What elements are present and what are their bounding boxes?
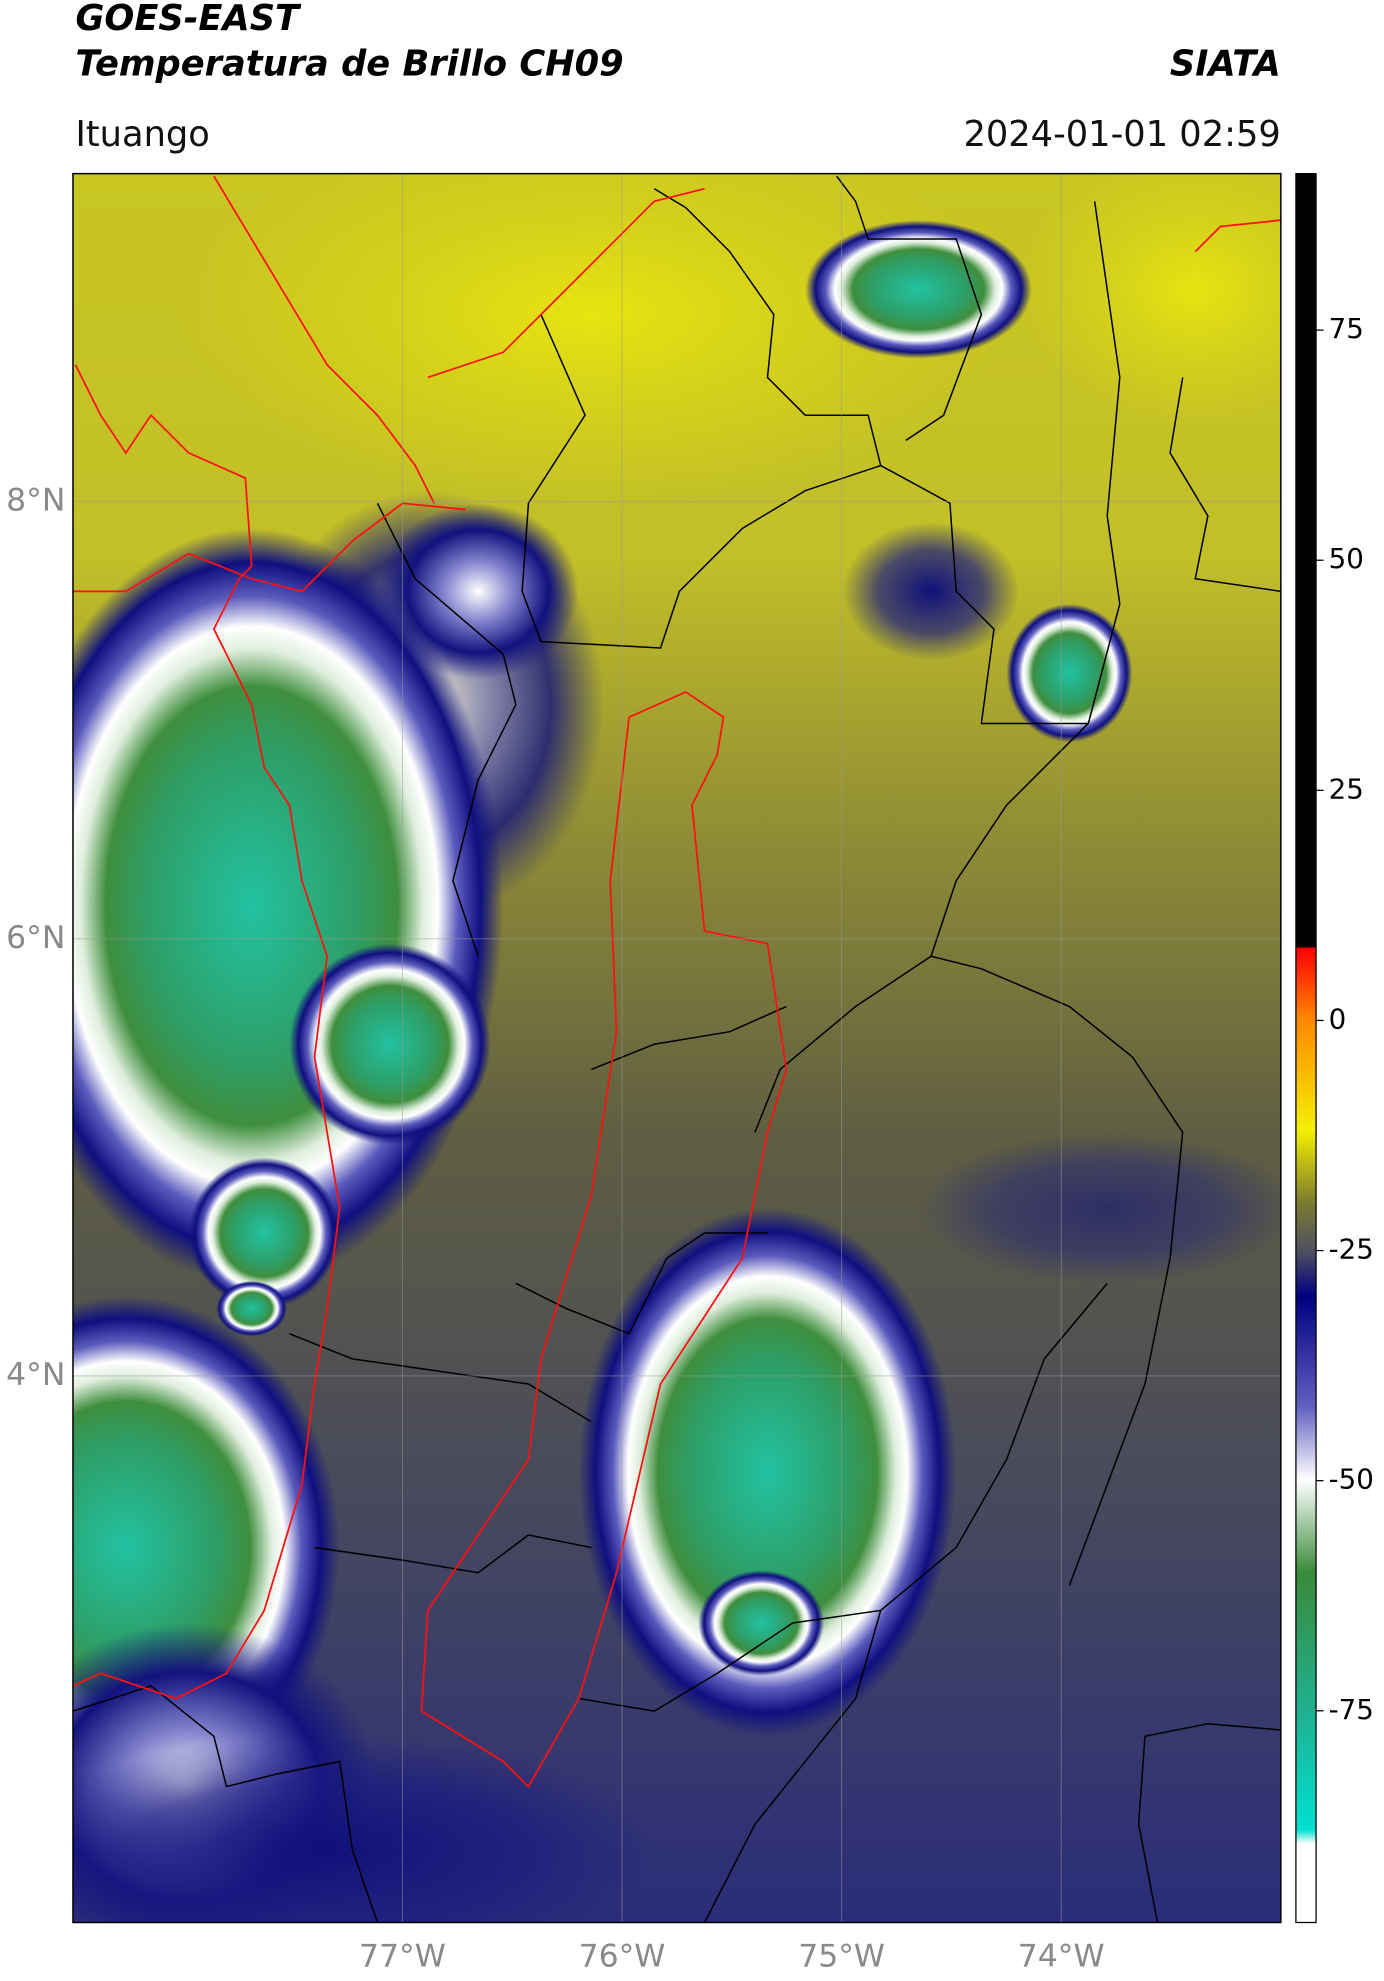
x-tick-label: 76°W <box>579 1939 666 1975</box>
storm-cell <box>805 220 1032 359</box>
border-line <box>591 1005 787 1071</box>
borders <box>72 175 1281 1923</box>
colorbar-tick-label: 75 <box>1329 312 1364 345</box>
border-line <box>1169 377 1281 593</box>
brand: SIATA <box>1170 43 1281 84</box>
colorbar-tick-label: 50 <box>1329 542 1364 575</box>
border-line <box>836 175 983 441</box>
cloud-area <box>377 503 579 680</box>
warm-area <box>176 173 1007 504</box>
border-line <box>314 1534 592 1574</box>
map-image <box>72 173 1281 1923</box>
border-line <box>703 1610 882 1923</box>
colorbar-tick-label: -25 <box>1329 1233 1374 1266</box>
plot-frame <box>72 172 1282 1924</box>
datetime: 2024-01-01 02:59 <box>963 114 1280 155</box>
colorbar-tick-label: 0 <box>1329 1002 1347 1035</box>
cloud-area <box>72 1736 655 1923</box>
border-line <box>653 188 882 466</box>
warm-area <box>1019 173 1281 428</box>
y-tick-label: 4°N <box>6 1357 65 1393</box>
border-line <box>289 1332 592 1423</box>
region-outline <box>420 690 788 1789</box>
colorbar <box>1295 172 1317 1924</box>
border-line <box>578 1622 794 1712</box>
border-line <box>376 502 517 957</box>
storm-cell <box>188 1157 340 1309</box>
x-tick-label: 74°W <box>1018 1939 1105 1975</box>
colorbar-tick-label: 25 <box>1329 772 1364 805</box>
coastline <box>1194 219 1281 253</box>
border-line <box>1144 1722 1281 1738</box>
x-tick-label: 77°W <box>359 1939 446 1975</box>
ticks: 77°W 76°W 75°W 74°W 8°N 6°N 4°N -75 -50 -25 0 25 50 7… <box>6 312 1374 1975</box>
storm-cell <box>216 1280 287 1337</box>
storm-cell <box>289 943 491 1145</box>
location: Ituango <box>75 114 209 155</box>
subtitle: Temperatura de Brillo CH09 <box>75 43 623 84</box>
border-line <box>930 955 1184 1586</box>
colorbar-tick-label: -75 <box>1329 1693 1374 1726</box>
border-line <box>1137 1736 1159 1923</box>
coastline <box>427 187 705 379</box>
y-tick-label: 6°N <box>6 920 65 956</box>
y-tick-label: 8°N <box>6 483 65 519</box>
x-tick-label: 75°W <box>798 1939 885 1975</box>
grid <box>72 173 1281 1923</box>
coastline <box>72 364 341 1700</box>
title: GOES-EAST <box>75 0 302 39</box>
cloud-area <box>842 522 1020 661</box>
border-line <box>792 1282 1108 1624</box>
storm-cell <box>1006 603 1133 743</box>
red-outlines <box>72 175 1281 1789</box>
colorbar-tick-label: -50 <box>1329 1463 1374 1496</box>
coastline <box>213 175 435 504</box>
storm-cell <box>578 1207 957 1737</box>
coastline <box>72 502 466 593</box>
cloud-area <box>918 1132 1281 1284</box>
storm-cell <box>698 1570 825 1676</box>
